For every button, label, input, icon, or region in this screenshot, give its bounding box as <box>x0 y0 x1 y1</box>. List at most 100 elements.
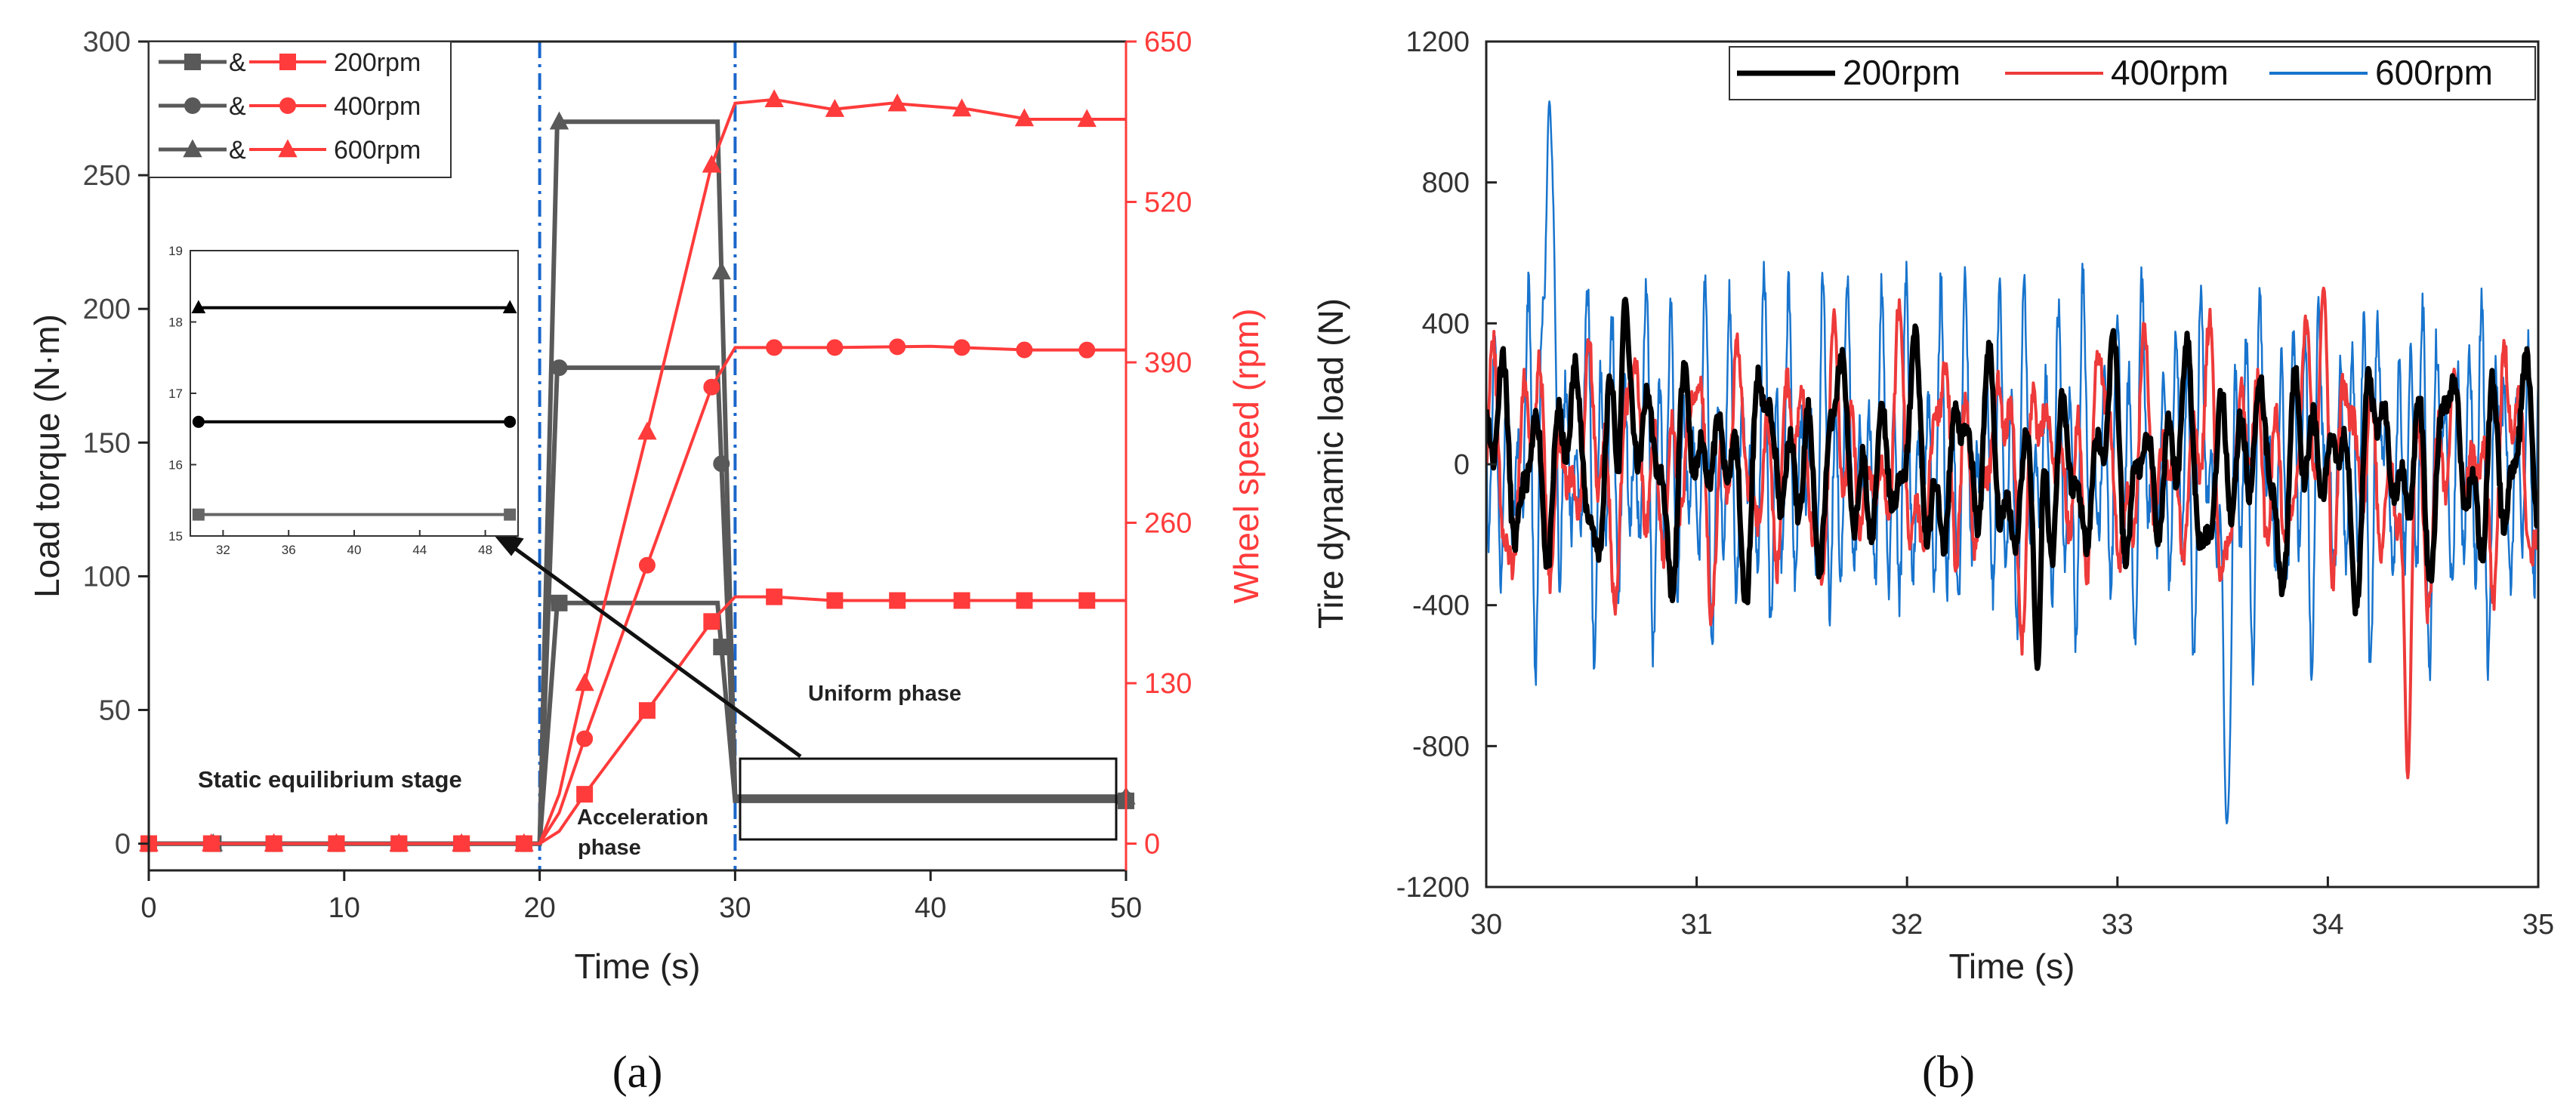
legend-label-2: 600rpm <box>334 136 421 165</box>
speed-marker-600rpm-13 <box>952 98 972 117</box>
legend-b: 200rpm 400rpm 600rpm <box>1729 46 2536 100</box>
speed-marker-200rpm-11 <box>826 592 844 609</box>
y-tick-label-a-1: 50 <box>99 695 131 726</box>
x-tick-label-b-1: 31 <box>1680 909 1712 941</box>
zoom-arrow-line <box>501 537 802 759</box>
legend-b-label-1: 400rpm <box>2111 53 2229 92</box>
legend-speed-marker-0 <box>279 54 296 70</box>
legend-separator-0: & <box>229 48 246 77</box>
inset-y-tick-label-4: 19 <box>168 244 183 258</box>
speed-marker-600rpm-12 <box>887 93 907 112</box>
speed-marker-200rpm-13 <box>953 592 970 609</box>
inset-x-tick-label-4: 48 <box>478 543 492 557</box>
speed-marker-200rpm-15 <box>1078 592 1096 609</box>
y-tick-label-b-2: -400 <box>1412 590 1470 622</box>
legend-torque-marker-1 <box>184 97 201 114</box>
legend-separator-2: & <box>229 136 246 165</box>
inset-marker-start-400rpm <box>192 415 205 428</box>
y-tick-label-a-4: 200 <box>83 294 131 325</box>
y-tick-label-b-0: -1200 <box>1396 872 1470 904</box>
x-tick-label-a-1: 10 <box>329 892 360 924</box>
y-tick-label-b-4: 400 <box>1422 308 1470 340</box>
y2-tick-label-a-4: 520 <box>1144 187 1192 219</box>
annotation-static-stage: Static equilibrium stage <box>198 766 462 793</box>
inset-marker-end-600rpm <box>502 300 517 314</box>
speed-marker-200rpm-14 <box>1016 592 1033 609</box>
speed-marker-600rpm-15 <box>1077 109 1097 128</box>
speed-marker-400rpm-14 <box>1016 341 1033 359</box>
y-tick-label-a-3: 150 <box>83 427 131 459</box>
panel-b-chart: 30 31 32 33 34 35 -1200 -800 -400 0 400 800 1200 20… <box>1311 26 2554 1097</box>
legend-torque-marker-2 <box>183 139 202 158</box>
load-line-600rpm <box>1486 100 2538 825</box>
speed-marker-600rpm-2 <box>264 833 284 852</box>
legend-torque-marker-0 <box>184 54 201 70</box>
legend-speed-marker-1 <box>279 97 296 114</box>
legend-speed-marker-2 <box>278 139 298 158</box>
panel-label-a: (a) <box>612 1047 663 1097</box>
x-tick-label-a-5: 50 <box>1110 892 1142 924</box>
y2-tick-label-a-1: 130 <box>1144 668 1192 700</box>
x-tick-label-a-4: 40 <box>915 892 946 924</box>
y2-axis-label-a: Wheel speed (rpm) <box>1226 308 1266 603</box>
speed-marker-600rpm-4 <box>389 833 409 852</box>
x-tick-label-b-2: 32 <box>1891 909 1923 941</box>
y-axis-ticks-a: 0 50 100 150 200 250 300 <box>83 26 149 861</box>
y2-tick-label-a-3: 390 <box>1144 347 1192 379</box>
x-axis-ticks-b: 30 31 32 33 34 35 <box>1470 876 2554 941</box>
annotation-acceleration-2: phase <box>578 836 641 860</box>
speed-marker-400rpm-13 <box>953 339 970 356</box>
speed-marker-200rpm-12 <box>889 592 906 609</box>
speed-line-200rpm <box>149 595 1126 845</box>
inset-marker-start-600rpm <box>191 300 206 314</box>
inset-x-tick-label-0: 32 <box>216 543 230 557</box>
inset-x-tick-label-3: 44 <box>412 543 427 557</box>
speed-marker-400rpm-11 <box>826 339 844 356</box>
y-axis-ticks-b: -1200 -800 -400 0 400 800 1200 <box>1396 26 1497 904</box>
speed-marker-600rpm-8 <box>637 421 657 440</box>
speed-line-600rpm <box>149 97 1126 845</box>
x-tick-label-b-4: 34 <box>2312 909 2343 941</box>
y2-axis-ticks-a: 0 130 260 390 520 650 <box>1124 26 1192 870</box>
legend-frame-b <box>1729 46 2536 100</box>
zoom-rect <box>739 757 1118 841</box>
legend-b-label-0: 200rpm <box>1843 53 1961 92</box>
x-axis-label-a: Time (s) <box>575 947 701 986</box>
torque-marker-600rpm-7 <box>549 111 569 130</box>
y-tick-label-b-6: 1200 <box>1405 26 1470 58</box>
y-tick-label-a-0: 0 <box>115 829 131 861</box>
x-axis-label-b: Time (s) <box>1949 947 2075 986</box>
dynamic-load-series-group <box>1486 100 2538 825</box>
annotation-acceleration: Acceleration <box>577 805 708 830</box>
inset-marker-end-200rpm <box>504 508 517 521</box>
legend-separator-1: & <box>229 92 246 121</box>
annotation-uniform: Uniform phase <box>808 682 961 706</box>
legend-label-0: 200rpm <box>334 48 421 77</box>
x-tick-label-b-0: 30 <box>1470 909 1502 941</box>
inset-y-tick-label-1: 16 <box>168 458 183 473</box>
panel-label-b: (b) <box>1922 1047 1975 1097</box>
legend-a: & 200rpm & 400rpm & 600rpm <box>148 41 452 178</box>
speed-marker-600rpm-9 <box>702 154 722 173</box>
inset-frame <box>190 250 519 537</box>
speed-marker-600rpm-10 <box>764 89 784 108</box>
inset-chart: 32 36 40 44 48 15 16 17 18 19 <box>168 244 519 557</box>
speed-marker-400rpm-8 <box>638 556 656 574</box>
speed-marker-400rpm-10 <box>766 339 783 356</box>
speed-marker-600rpm-14 <box>1014 108 1035 127</box>
inset-marker-start-200rpm <box>192 508 205 521</box>
x-tick-label-a-2: 20 <box>523 892 555 924</box>
x-tick-label-b-5: 35 <box>2522 909 2554 941</box>
y-tick-label-a-6: 300 <box>83 26 131 58</box>
y-tick-label-b-1: -800 <box>1412 731 1470 762</box>
legend-label-1: 400rpm <box>334 92 421 121</box>
inset-x-tick-label-2: 40 <box>347 543 362 557</box>
torque-marker-200rpm-7 <box>551 594 568 611</box>
speed-marker-400rpm-9 <box>703 378 720 396</box>
x-axis-ticks-a: 0 10 20 30 40 50 <box>140 870 1142 924</box>
speed-line-400rpm <box>149 344 1126 845</box>
speed-marker-600rpm-6 <box>514 833 534 852</box>
x-tick-label-a-3: 30 <box>719 892 751 924</box>
